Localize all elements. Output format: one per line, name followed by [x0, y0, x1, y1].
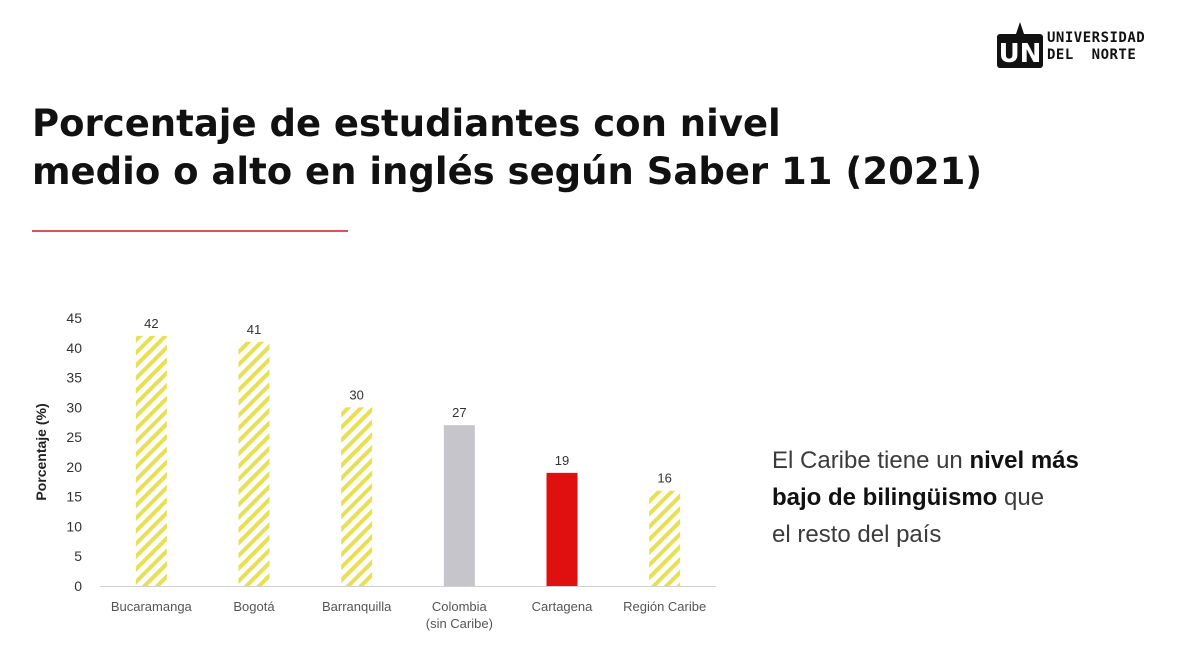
bar [135, 335, 167, 586]
title-line-1: Porcentaje de estudiantes con nivel [32, 102, 781, 145]
logo-line-2: DEL NORTE [1047, 47, 1137, 63]
y-tick-label: 35 [66, 370, 82, 386]
x-category-label: Región Caribe [623, 599, 706, 614]
logo-wordmark: UNIVERSIDAD DEL NORTE [1047, 30, 1145, 64]
bar-chart: 0 5 10 15 20 25 30 35 40 45 Porcentaje (%) 42 Bucara… [0, 295, 740, 660]
x-category-label: (sin Caribe) [426, 616, 493, 631]
y-tick-label: 0 [74, 578, 82, 594]
y-tick-label: 5 [74, 548, 82, 564]
bar-value-label: 16 [657, 471, 671, 486]
bar-value-label: 30 [349, 387, 363, 402]
bar-chart-svg: 0 5 10 15 20 25 30 35 40 45 Porcentaje (%) 42 Bucara… [33, 310, 716, 631]
logo-mark: UN [999, 39, 1042, 69]
x-category-label: Cartagena [532, 599, 593, 614]
logo-emblem: UN [997, 22, 1043, 69]
callout-bold-1: nivel más [969, 447, 1079, 474]
bar-value-label: 19 [555, 453, 569, 468]
callout-bold-2: bajo de bilingüismo [772, 484, 998, 511]
y-tick-label: 40 [66, 340, 82, 356]
bar [238, 341, 270, 586]
callout-part-3: el resto del país [772, 521, 942, 548]
y-tick-label: 20 [66, 459, 82, 475]
y-tick-label: 45 [66, 310, 82, 326]
bar [649, 490, 681, 586]
university-logo: UN UNIVERSIDAD DEL NORTE [995, 20, 1180, 72]
callout-text: El Caribe tiene un nivel más bajo de bil… [772, 442, 1172, 553]
title-line-2: medio o alto en inglés según Saber 11 (2… [32, 150, 983, 193]
y-tick-label: 15 [66, 489, 82, 505]
bar [341, 407, 373, 586]
callout-part-1: El Caribe tiene un [772, 447, 970, 474]
x-category-label: Bucaramanga [111, 599, 193, 614]
title-underline [32, 230, 348, 232]
bar-value-label: 42 [144, 316, 158, 331]
x-category-label: Bogotá [233, 599, 275, 614]
bar [546, 472, 578, 586]
bar-value-label: 27 [452, 405, 466, 420]
y-tick-label: 25 [66, 429, 82, 445]
y-tick-label: 30 [66, 399, 82, 415]
x-category-label: Barranquilla [322, 599, 392, 614]
bar-value-label: 41 [247, 322, 261, 337]
y-axis-title: Porcentaje (%) [33, 403, 49, 500]
x-category-label: Colombia [432, 599, 488, 614]
page-title: Porcentaje de estudiantes con nivel medi… [32, 100, 1082, 196]
callout-part-2: que [997, 484, 1045, 511]
bar [443, 425, 475, 586]
logo-line-1: UNIVERSIDAD [1047, 30, 1146, 46]
y-tick-label: 10 [66, 518, 82, 534]
